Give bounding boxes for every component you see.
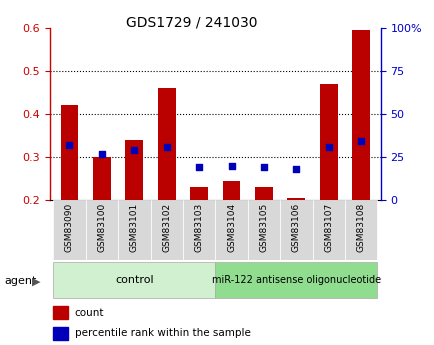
Text: GSM83100: GSM83100 xyxy=(97,203,106,253)
Bar xyxy=(247,200,279,260)
Text: GDS1729 / 241030: GDS1729 / 241030 xyxy=(125,16,256,30)
Text: GSM83105: GSM83105 xyxy=(259,203,268,253)
Bar xyxy=(254,187,272,200)
Text: ▶: ▶ xyxy=(32,276,40,286)
Text: GSM83104: GSM83104 xyxy=(227,203,236,252)
Bar xyxy=(190,187,207,200)
Text: GSM83108: GSM83108 xyxy=(356,203,365,253)
Bar xyxy=(150,200,182,260)
Bar xyxy=(279,200,312,260)
Bar xyxy=(53,327,68,339)
Point xyxy=(131,147,138,153)
Bar xyxy=(125,140,143,200)
Text: GSM83090: GSM83090 xyxy=(65,203,74,253)
Text: miR-122 antisense oligonucleotide: miR-122 antisense oligonucleotide xyxy=(211,275,380,285)
Text: GSM83107: GSM83107 xyxy=(323,203,332,253)
Text: GSM83101: GSM83101 xyxy=(129,203,138,253)
Bar xyxy=(344,200,377,260)
Bar xyxy=(215,263,377,298)
Bar xyxy=(182,200,215,260)
Text: GSM83102: GSM83102 xyxy=(162,203,171,252)
Bar xyxy=(53,306,68,319)
Point xyxy=(66,142,73,148)
Text: percentile rank within the sample: percentile rank within the sample xyxy=(75,328,250,338)
Bar xyxy=(53,263,215,298)
Bar xyxy=(60,105,78,200)
Bar xyxy=(215,200,247,260)
Bar xyxy=(287,198,305,200)
Bar xyxy=(319,84,337,200)
Point xyxy=(260,165,267,170)
Text: GSM83106: GSM83106 xyxy=(291,203,300,253)
Point xyxy=(227,163,234,168)
Point xyxy=(98,151,105,156)
Text: count: count xyxy=(75,308,104,318)
Point xyxy=(292,166,299,172)
Bar xyxy=(53,200,85,260)
Point xyxy=(163,144,170,149)
Point xyxy=(325,144,332,149)
Bar xyxy=(85,200,118,260)
Point xyxy=(195,165,202,170)
Bar xyxy=(93,157,111,200)
Bar xyxy=(158,88,175,200)
Text: control: control xyxy=(115,275,153,285)
Text: GSM83103: GSM83103 xyxy=(194,203,203,253)
Bar xyxy=(222,181,240,200)
Bar xyxy=(118,200,150,260)
Bar xyxy=(352,30,369,200)
Text: agent: agent xyxy=(4,276,36,286)
Bar xyxy=(312,200,344,260)
Point xyxy=(357,139,364,144)
